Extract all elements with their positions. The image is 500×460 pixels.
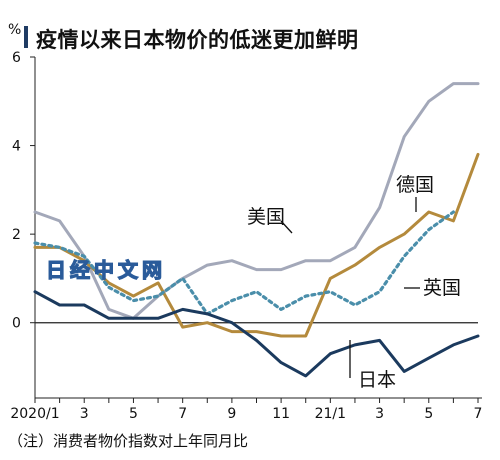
y-axis-unit: % bbox=[8, 22, 22, 38]
y-tick-label: 4 bbox=[12, 139, 21, 155]
series-label: 德国 bbox=[396, 174, 434, 196]
series-line bbox=[33, 290, 480, 378]
series-line bbox=[33, 210, 455, 316]
series-label: 日本 bbox=[358, 369, 396, 391]
x-tick-label: 3 bbox=[80, 406, 89, 422]
x-tick-label: 3 bbox=[375, 406, 384, 422]
series-label: 英国 bbox=[423, 277, 461, 299]
series-line bbox=[33, 82, 480, 320]
x-tick-label: 9 bbox=[227, 406, 236, 422]
y-tick-label: 2 bbox=[12, 227, 21, 243]
x-tick-label: 21/1 bbox=[315, 406, 346, 422]
footnote: （注）消费者物价指数对上年同月比 bbox=[8, 432, 249, 450]
x-tick-label: 11 bbox=[272, 406, 290, 422]
x-tick-label: 7 bbox=[474, 406, 483, 422]
x-tick-label: 5 bbox=[424, 406, 433, 422]
series-label: 美国 bbox=[247, 206, 285, 228]
x-tick-label: 5 bbox=[129, 406, 138, 422]
x-tick-label: 7 bbox=[178, 406, 187, 422]
series-line bbox=[33, 152, 480, 338]
chart-title: 疫情以来日本物价的低迷更加鲜明 bbox=[36, 28, 359, 52]
y-tick-label: 6 bbox=[12, 50, 21, 66]
series-label-leader bbox=[280, 220, 293, 234]
x-tick-label: 2020/1 bbox=[10, 406, 59, 422]
y-tick-label: 0 bbox=[12, 316, 21, 332]
watermark-logo: 日经中文网 bbox=[45, 257, 166, 282]
title-accent-bar bbox=[24, 26, 28, 48]
